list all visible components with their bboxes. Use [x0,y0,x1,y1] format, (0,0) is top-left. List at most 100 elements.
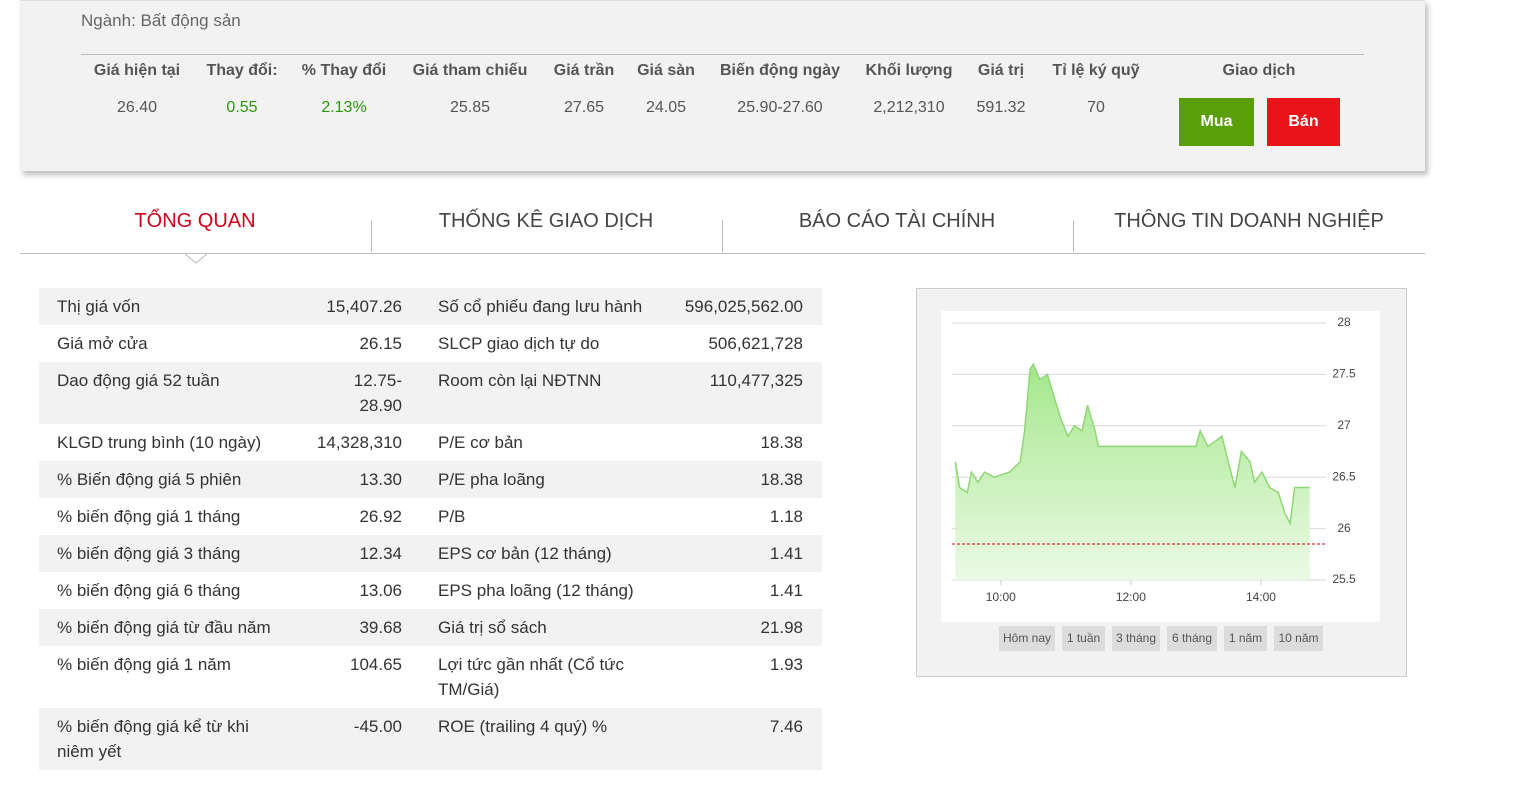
cell-value: -45.00 [273,714,402,764]
quote-value: 24.05 [645,99,687,116]
y-tick-label: 26 [1337,521,1351,535]
cell-value-text: 26.15 [359,334,402,353]
cell-value: 21.98 [760,618,803,637]
cell-label: Số cổ phiếu đang lưu hành [438,297,643,316]
tab-separator [1073,220,1074,252]
x-tick-label: 10:00 [986,590,1016,604]
cell-label: Lợi tức gần nhất (Cổ tức TM/Giá) [438,655,625,699]
quote-value: 591.32 [976,99,1026,116]
quote-header: Giá hiện tại [93,62,181,79]
cell-value: 18.38 [760,470,803,489]
cell-value: 15,407.26 [273,294,402,319]
x-tick-label: 12:00 [1116,590,1146,604]
cell-value-text: 14,328,310 [316,433,402,452]
cell-label: EPS cơ bản (12 tháng) [438,544,612,563]
cell-label: ROE (trailing 4 quý) % [438,717,608,736]
cell-label: Dao động giá 52 tuần [57,371,220,390]
cell-value: 13.06 [273,578,402,603]
y-tick-label: 27.5 [1332,367,1356,381]
tab[interactable]: THỐNG KÊ GIAO DỊCH [438,210,654,232]
cell-label: EPS pha loãng (12 tháng) [438,581,634,600]
overview-row: Giá mở cửa 26.15 SLCP giao dịch tự do 506,6… [39,325,822,362]
quote-header: Tỉ lệ ký quỹ [1052,62,1140,79]
quote-value: 2,212,310 [873,99,945,116]
cell-label: Giá trị sổ sách [438,618,547,637]
cell-label: % biến động giá 3 tháng [57,544,241,563]
quote-value: 70 [1087,99,1105,116]
quote-header: Thay đổi: [206,62,278,79]
quote-value: 2.13% [321,99,367,116]
cell-label: SLCP giao dịch tự do [438,334,600,353]
active-tab-arrow [184,253,208,264]
y-tick-label: 26.5 [1332,469,1356,483]
cell-value-text: 104.65 [350,655,402,674]
cell-value: 110,477,325 [709,371,803,390]
overview-row: % biến động giá 1 tháng 26.92 P/B 1.18 [39,498,822,535]
tab-separator [721,220,723,252]
cell-value: 104.65 [273,652,402,702]
cell-value: 12.34 [273,541,402,566]
overview-row: Thị giá vốn 15,407.26 Số cổ phiếu đang lưu… [39,288,822,325]
sell-button[interactable]: Bán [1267,98,1340,146]
cell-label: P/B [438,507,466,526]
y-tick-label: 27 [1337,418,1351,432]
cell-value: 26.92 [273,504,402,529]
cell-value-text: -45.00 [353,717,402,736]
cell-label: P/E cơ bản [438,433,523,452]
cell-value: 1.93 [769,655,803,674]
x-tick-label: 14:00 [1246,590,1276,604]
cell-label: % biến động giá 1 năm [57,655,231,674]
range-button[interactable]: 6 tháng [1167,626,1217,651]
cell-label: % biến động giá từ đầu năm [57,618,271,637]
buy-button[interactable]: Mua [1179,98,1254,146]
tab[interactable]: BÁO CÁO TÀI CHÍNH [798,210,996,232]
cell-value: 1.41 [769,544,803,563]
range-button[interactable]: 1 năm [1224,626,1267,651]
cell-value-text: 26.92 [359,507,402,526]
y-tick-label: 25.5 [1332,572,1356,586]
cell-label: KLGD trung bình (10 ngày) [57,433,262,452]
cell-label: Room còn lại NĐTNN [438,371,602,390]
cell-value-text: 15,407.26 [326,297,402,316]
cell-value-text: 39.68 [359,618,402,637]
range-button[interactable]: 1 tuần [1062,626,1105,651]
overview-row: % biến động giá 1 năm 104.65 Lợi tức gần n… [39,646,822,708]
cell-value-text: 12.75-28.90 [353,371,402,415]
quote-header: Giá tham chiếu [412,62,528,79]
range-button[interactable]: Hôm nay [999,626,1055,651]
cell-value: 1.41 [769,581,803,600]
quote-header: Giá trị [977,62,1025,79]
trade-label: Giao dịch [1222,62,1296,79]
price-line [954,362,1310,526]
cell-value: 12.75-28.90 [273,368,402,418]
cell-value: 7.46 [769,717,803,736]
overview-row: Dao động giá 52 tuần 12.75-28.90 Room còn … [39,362,822,424]
quote-header: Giá trần [553,62,615,79]
overview-row: % biến động giá kể từ khi niêm yết -45.00… [39,708,822,770]
quote-value: 26.40 [116,99,158,116]
cell-label: % Biến động giá 5 phiên [57,470,242,489]
industry: Ngành: Bất động sản [81,11,241,30]
cell-value: 14,328,310 [273,430,402,455]
overview-row: % Biến động giá 5 phiên 13.30 P/E pha loãn… [39,461,822,498]
range-button[interactable]: 10 năm [1274,626,1323,651]
y-tick-label: 28 [1337,315,1351,329]
cell-label: Thị giá vốn [57,297,141,316]
tab[interactable]: TỔNG QUAN [134,210,256,232]
cell-value: 18.38 [760,433,803,452]
cell-label: % biến động giá kể từ khi niêm yết [57,717,249,761]
overview-row: KLGD trung bình (10 ngày) 14,328,310 P/E c… [39,424,822,461]
area-fill [955,364,1310,580]
quote-value: 25.85 [449,99,491,116]
quote-header: % Thay đổi [301,62,387,79]
cell-label: Giá mở cửa [57,334,148,353]
cell-value: 39.68 [273,615,402,640]
cell-value: 26.15 [273,331,402,356]
quote-header: Giá sàn [637,62,695,79]
tab-separator [370,220,372,252]
cell-value: 1.18 [769,507,803,526]
tab-underline [20,253,1425,254]
tab[interactable]: THÔNG TIN DOANH NGHIỆP [1114,210,1384,232]
range-button[interactable]: 3 tháng [1112,626,1160,651]
